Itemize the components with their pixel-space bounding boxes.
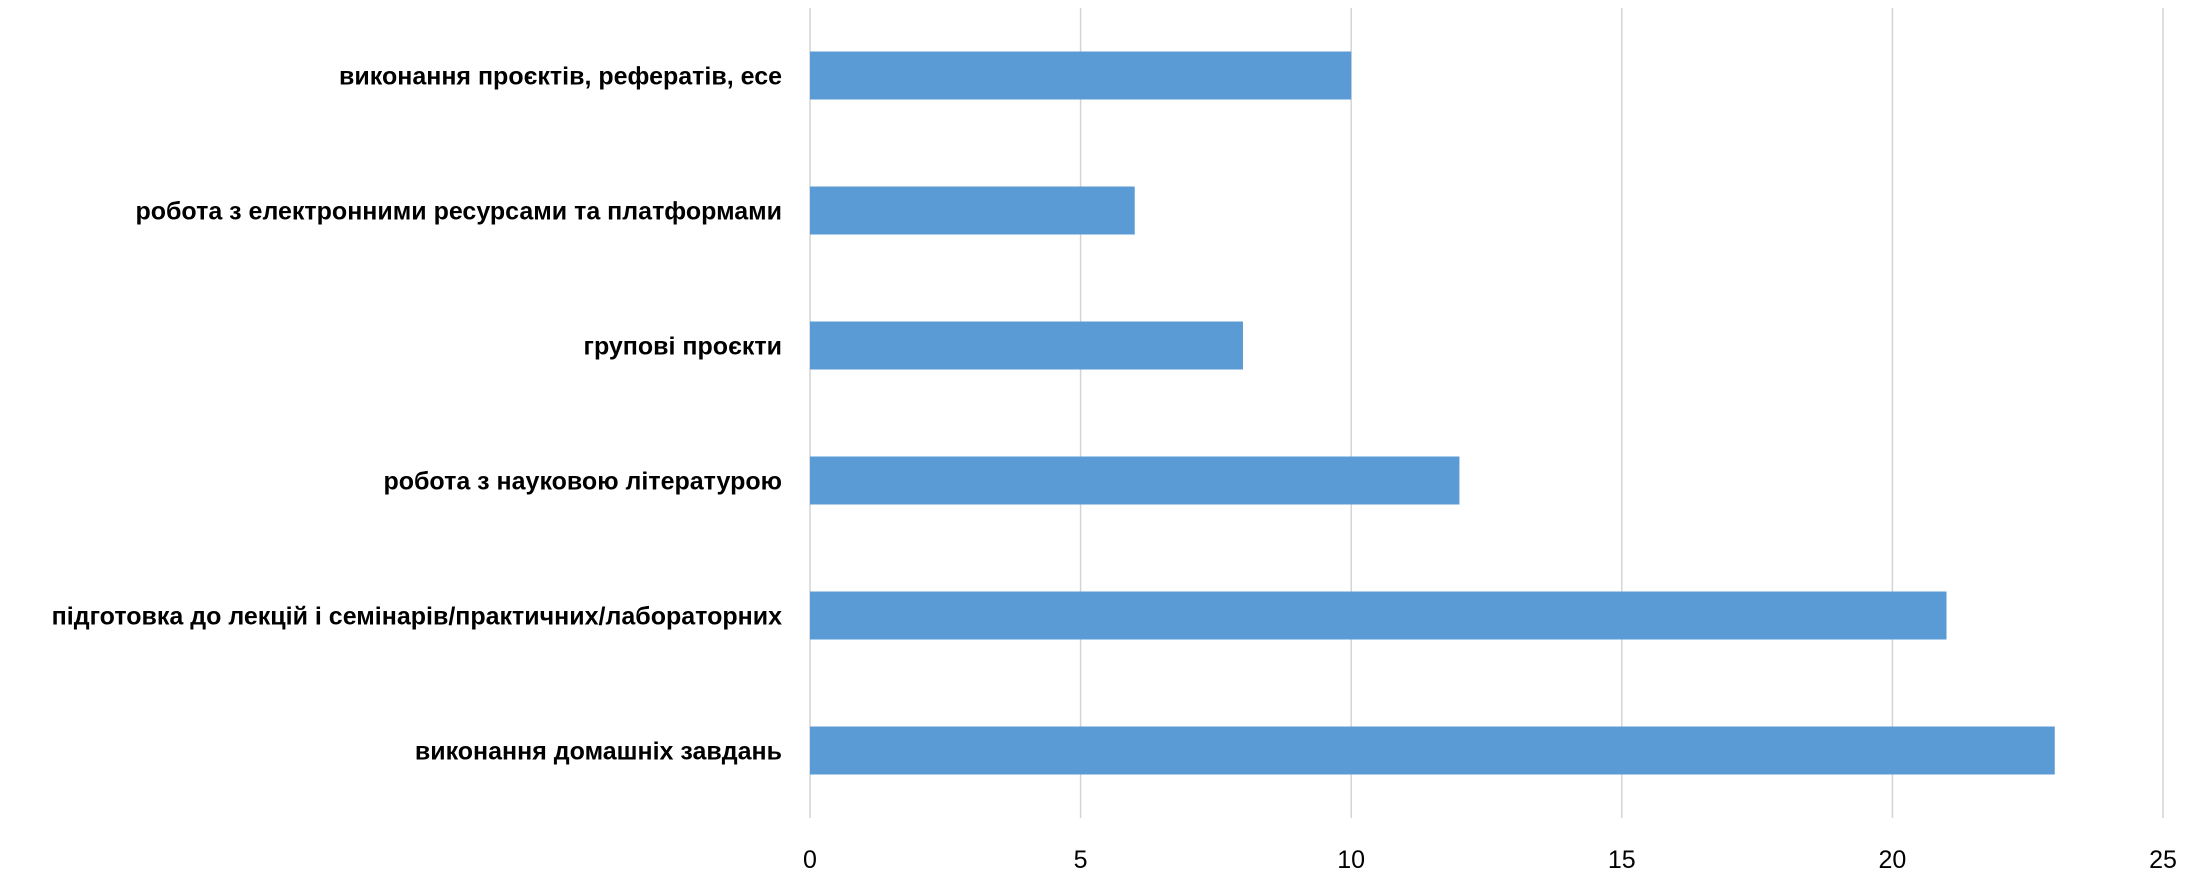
x-tick-label: 25: [2149, 846, 2177, 874]
bar: [810, 186, 1135, 235]
bar: [810, 51, 1352, 100]
x-tick-label: 15: [1608, 846, 1636, 874]
category-label: робота з науковою літературою: [383, 468, 782, 496]
x-tick-label: 0: [803, 846, 817, 874]
bar: [810, 726, 2055, 775]
grid-layer: [809, 8, 2164, 818]
category-label-layer: виконання проєктів, рефератів, есе робота…: [52, 63, 782, 766]
bar-layer: [810, 51, 2055, 775]
x-tick-label: 5: [1074, 846, 1088, 874]
x-tick-layer: 0 5 10 15 20 25: [803, 846, 2177, 874]
category-label: виконання проєктів, рефератів, есе: [339, 63, 782, 91]
x-tick-label: 10: [1337, 846, 1365, 874]
bar: [810, 591, 1947, 640]
x-tick-label: 20: [1878, 846, 1906, 874]
bar: [810, 456, 1460, 505]
category-label: підготовка до лекцій і семінарів/практич…: [52, 603, 782, 631]
category-label: робота з електронними ресурсами та платф…: [135, 198, 782, 226]
category-label: виконання домашніх завдань: [415, 738, 782, 766]
bar: [810, 321, 1243, 370]
category-label: групові проєкти: [584, 333, 782, 361]
